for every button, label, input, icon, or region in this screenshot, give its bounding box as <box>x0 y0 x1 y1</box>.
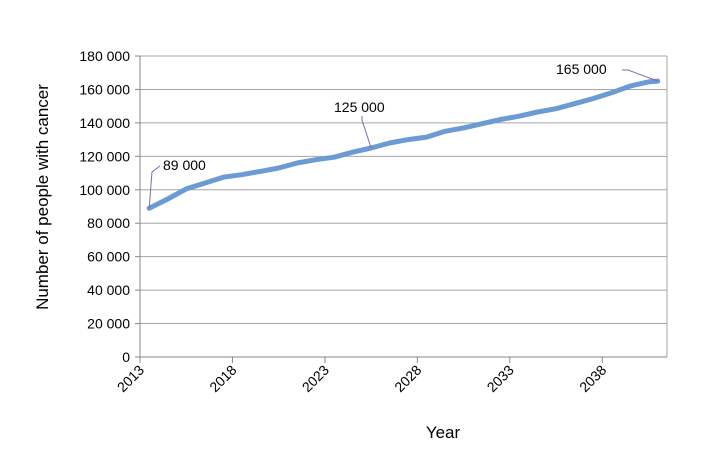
x-axis-ticks: 2013 2018 2023 2028 2033 2038 <box>114 357 610 395</box>
x-tick-label: 2038 <box>576 362 609 395</box>
y-tick-label: 100 000 <box>79 182 130 198</box>
x-axis-title: Year <box>426 423 461 442</box>
y-tick-label: 140 000 <box>79 115 130 131</box>
y-axis-title: Number of people with cancer <box>33 84 52 310</box>
y-tick-label: 120 000 <box>79 148 130 164</box>
x-tick-label: 2033 <box>484 362 517 395</box>
data-label-leader <box>622 69 658 82</box>
y-tick-label: 0 <box>122 349 130 365</box>
data-label-leader <box>361 116 372 149</box>
series-group <box>146 78 661 211</box>
y-tick-label: 60 000 <box>87 249 130 265</box>
gridlines <box>140 55 667 325</box>
y-tick-label: 180 000 <box>79 48 130 64</box>
data-label: 165 000 <box>556 61 607 77</box>
data-label-leader <box>148 165 161 209</box>
series-line <box>146 78 661 211</box>
y-axis-ticks: 0 20 000 40 000 60 000 80 000 100 000 120 000 1… <box>79 48 140 365</box>
y-tick-label: 40 000 <box>87 282 130 298</box>
data-label: 125 000 <box>334 99 385 115</box>
data-label: 89 000 <box>163 157 206 173</box>
y-tick-label: 160 000 <box>79 81 130 97</box>
x-tick-label: 2023 <box>299 362 332 395</box>
data-labels: 89 000 125 000 165 000 <box>148 61 658 209</box>
y-tick-label: 80 000 <box>87 215 130 231</box>
axes <box>139 56 668 358</box>
x-tick-label: 2018 <box>206 362 239 395</box>
x-tick-label: 2013 <box>114 362 147 395</box>
x-tick-label: 2028 <box>391 362 424 395</box>
y-tick-label: 20 000 <box>87 316 130 332</box>
